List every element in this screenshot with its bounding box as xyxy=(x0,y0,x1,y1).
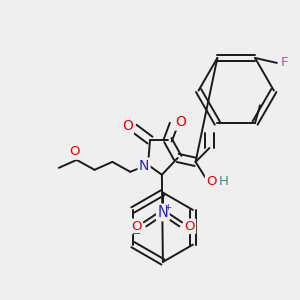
Text: O: O xyxy=(131,220,141,233)
Text: O: O xyxy=(175,115,186,129)
Text: H: H xyxy=(218,175,228,188)
Text: O: O xyxy=(70,146,80,158)
Text: F: F xyxy=(281,56,289,69)
Text: O: O xyxy=(184,220,195,233)
Text: O: O xyxy=(122,119,133,133)
Text: −: − xyxy=(131,229,141,239)
Text: N: N xyxy=(139,159,149,173)
Text: N: N xyxy=(158,205,168,220)
Text: O: O xyxy=(206,175,217,188)
Text: +: + xyxy=(164,203,171,212)
